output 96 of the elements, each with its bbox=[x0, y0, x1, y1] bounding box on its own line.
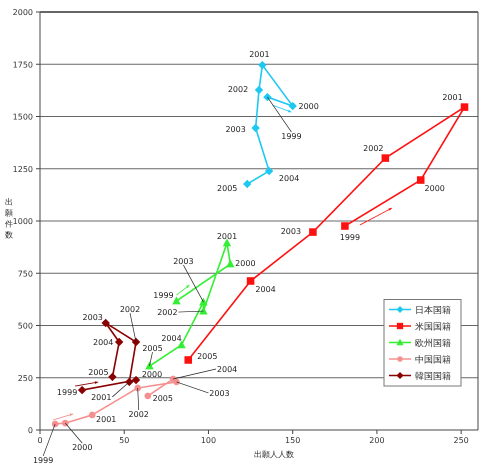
point bbox=[114, 338, 124, 346]
x-tick-label: 250 bbox=[454, 436, 469, 445]
annotation: 2002 bbox=[157, 308, 204, 318]
legend-label: 欧州国籍 bbox=[415, 338, 451, 349]
point bbox=[108, 372, 117, 382]
point bbox=[263, 92, 272, 102]
annotation: 2002 bbox=[120, 305, 140, 314]
annotation: 2001 bbox=[442, 93, 463, 102]
y-tick-label: 250 bbox=[18, 374, 33, 383]
annotation: 2004 bbox=[93, 338, 114, 347]
annotation: 2004 bbox=[255, 284, 276, 294]
point bbox=[172, 296, 181, 304]
annotation: 2005 bbox=[142, 344, 163, 366]
point bbox=[125, 378, 134, 386]
annotation: 2003 bbox=[209, 388, 230, 398]
point bbox=[288, 102, 297, 110]
point bbox=[254, 86, 264, 94]
point bbox=[382, 154, 390, 162]
annotation: 2005 bbox=[197, 352, 218, 361]
annotation: 2002 bbox=[228, 84, 248, 94]
x-tick-label: 150 bbox=[285, 436, 300, 445]
point bbox=[226, 259, 235, 268]
point bbox=[177, 340, 186, 348]
annotation: 2001 bbox=[249, 50, 270, 60]
annotation: 2000 bbox=[424, 184, 445, 194]
annotation: 2001 bbox=[91, 382, 130, 402]
x-tick-label: 200 bbox=[369, 436, 385, 445]
y-tick-label: 750 bbox=[18, 269, 33, 278]
point bbox=[243, 180, 252, 188]
point bbox=[258, 60, 267, 70]
y-tick-label: 1250 bbox=[12, 164, 33, 174]
point bbox=[102, 318, 110, 328]
annotation: 2003 bbox=[225, 125, 246, 134]
y-tick-label: 1750 bbox=[12, 60, 33, 70]
annotation: 2004 bbox=[278, 174, 300, 184]
point bbox=[144, 392, 152, 400]
point bbox=[460, 103, 468, 111]
annotation: 2001 bbox=[216, 232, 238, 241]
point bbox=[132, 376, 140, 384]
y-axis-title: 出願件数 bbox=[5, 198, 13, 240]
annotation: 2003 bbox=[173, 257, 194, 266]
annotation: 2001 bbox=[91, 392, 112, 402]
point bbox=[251, 124, 260, 132]
y-tick-label: 500 bbox=[18, 322, 33, 330]
annotation: 2005 bbox=[142, 344, 163, 354]
annotation: 2005 bbox=[217, 184, 238, 193]
annotation: 2003 bbox=[280, 227, 302, 236]
annotation: 2003 bbox=[173, 257, 204, 302]
annotation: 1999 bbox=[281, 132, 302, 142]
annotation: 2000 bbox=[72, 443, 92, 452]
annotation: 2000 bbox=[235, 259, 256, 268]
point bbox=[132, 338, 140, 346]
point bbox=[62, 420, 69, 426]
point bbox=[78, 386, 86, 394]
point bbox=[264, 166, 274, 176]
annotation: 2002 bbox=[128, 410, 149, 419]
y-tick-label: 1500 bbox=[12, 112, 33, 122]
annotation: 2003 bbox=[82, 313, 103, 322]
point bbox=[52, 420, 59, 428]
annotation: 2004 bbox=[161, 334, 182, 343]
annotation: 2005 bbox=[88, 368, 109, 377]
annotation: 2005 bbox=[152, 394, 173, 403]
y-tick-label: 0 bbox=[28, 426, 33, 435]
point bbox=[199, 297, 208, 306]
legend-label: 日本国籍 bbox=[415, 305, 451, 316]
annotation: 2000 bbox=[64, 422, 92, 452]
annotation: 2002 bbox=[128, 388, 149, 419]
legend-label: 米国国籍 bbox=[415, 322, 451, 332]
annotation: 2003 bbox=[176, 382, 230, 398]
annotation: 1999 bbox=[32, 456, 54, 465]
point bbox=[309, 228, 317, 236]
x-axis-title: 出願人人数 bbox=[254, 450, 294, 459]
annotation: 2002 bbox=[363, 144, 384, 154]
x-tick-label: 0 bbox=[37, 436, 43, 445]
point bbox=[341, 222, 349, 230]
x-tick-label: 100 bbox=[200, 436, 216, 445]
annotation: 2001 bbox=[96, 414, 116, 424]
point bbox=[246, 277, 254, 285]
y-tick-label: 1000 bbox=[12, 217, 33, 226]
point bbox=[416, 176, 425, 184]
annotation: 1999 bbox=[340, 233, 360, 242]
y-tick-label: 2000 bbox=[12, 8, 33, 17]
point bbox=[134, 384, 142, 392]
annotation: 2000 bbox=[298, 102, 319, 112]
annotation: 2004 bbox=[172, 365, 238, 380]
legend-label: 中国国籍 bbox=[415, 354, 451, 366]
annotation: 2004 bbox=[216, 365, 238, 374]
annotation: 1999 bbox=[56, 388, 78, 398]
point bbox=[184, 356, 192, 364]
annotation: 2002 bbox=[157, 308, 178, 318]
x-tick-label: 50 bbox=[119, 436, 130, 445]
annotation: 2000 bbox=[142, 370, 162, 380]
legend-label: 韓国国籍 bbox=[415, 371, 451, 382]
annotation: 2002 bbox=[120, 305, 140, 342]
annotation: 1999 bbox=[153, 291, 174, 300]
point bbox=[88, 412, 96, 418]
